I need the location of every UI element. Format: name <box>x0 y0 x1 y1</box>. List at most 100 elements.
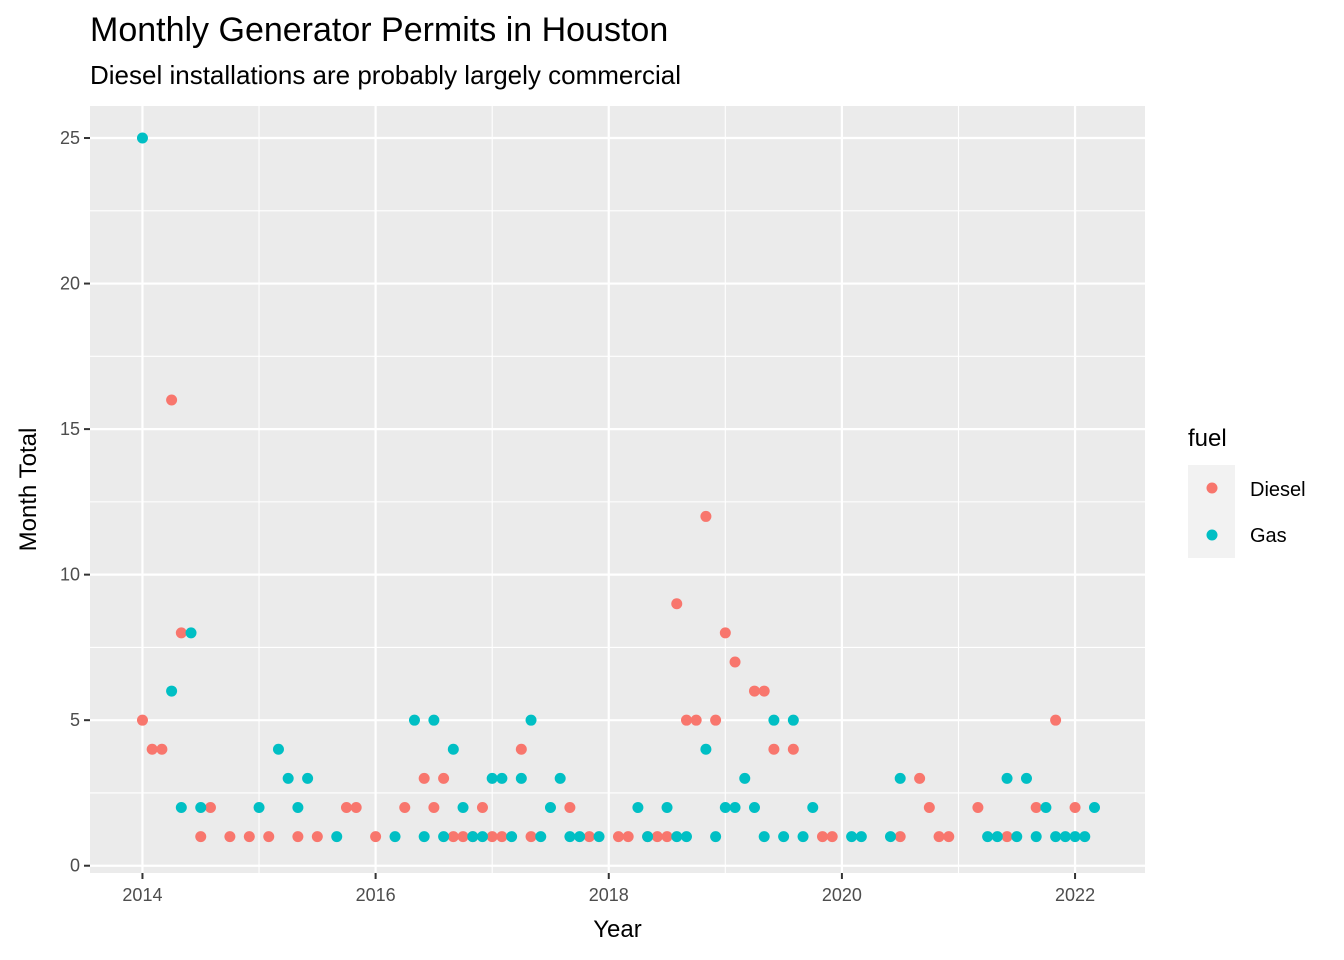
x-tick-label: 2014 <box>122 885 162 905</box>
data-point-diesel <box>564 802 576 814</box>
data-point-gas <box>719 802 731 814</box>
data-point-gas <box>894 772 906 784</box>
legend: fuel Diesel Gas <box>1188 425 1306 558</box>
data-point-gas <box>331 831 343 843</box>
data-point-diesel <box>690 714 702 726</box>
data-point-gas <box>846 831 858 843</box>
legend-label-diesel: Diesel <box>1250 479 1306 501</box>
data-point-gas <box>1088 802 1100 814</box>
data-point-gas <box>272 743 284 755</box>
data-point-diesel <box>787 743 799 755</box>
data-point-gas <box>476 831 488 843</box>
data-point-gas <box>496 772 508 784</box>
data-point-diesel <box>661 831 673 843</box>
data-point-diesel <box>146 743 158 755</box>
data-point-gas <box>136 132 148 144</box>
data-point-gas <box>982 831 994 843</box>
data-point-gas <box>642 831 654 843</box>
data-point-gas <box>1040 802 1052 814</box>
data-point-diesel <box>224 831 236 843</box>
data-point-diesel <box>914 772 926 784</box>
data-point-gas <box>768 714 780 726</box>
data-point-diesel <box>768 743 780 755</box>
data-point-gas <box>1079 831 1091 843</box>
data-point-gas <box>166 685 178 697</box>
x-tick-label: 2016 <box>356 885 396 905</box>
chart-subtitle: Diesel installations are probably largel… <box>90 60 681 90</box>
data-point-gas <box>991 831 1003 843</box>
data-points <box>136 132 1100 843</box>
legend-key-gas <box>1206 529 1218 541</box>
data-point-gas <box>1069 831 1081 843</box>
y-tick-label: 10 <box>60 565 80 585</box>
data-point-diesel <box>622 831 634 843</box>
data-point-gas <box>1030 831 1042 843</box>
data-point-gas <box>1059 831 1071 843</box>
data-point-diesel <box>933 831 945 843</box>
data-point-diesel <box>195 831 207 843</box>
data-point-diesel <box>204 802 216 814</box>
data-point-diesel <box>370 831 382 843</box>
data-point-gas <box>544 802 556 814</box>
data-point-gas <box>700 743 712 755</box>
data-point-diesel <box>826 831 838 843</box>
y-tick-label: 25 <box>60 128 80 148</box>
data-point-gas <box>525 714 537 726</box>
data-point-diesel <box>457 831 469 843</box>
data-point-diesel <box>496 831 508 843</box>
data-point-gas <box>438 831 450 843</box>
data-point-gas <box>195 802 207 814</box>
data-point-diesel <box>175 627 187 639</box>
x-tick-labels: 2014 2016 2018 2020 2022 <box>122 885 1095 905</box>
data-point-diesel <box>486 831 498 843</box>
data-point-diesel <box>923 802 935 814</box>
data-point-gas <box>457 802 469 814</box>
data-point-diesel <box>263 831 275 843</box>
data-point-gas <box>292 802 304 814</box>
data-point-diesel <box>583 831 595 843</box>
data-point-diesel <box>399 802 411 814</box>
data-point-gas <box>1001 772 1013 784</box>
data-point-gas <box>797 831 809 843</box>
data-point-diesel <box>1030 802 1042 814</box>
data-point-diesel <box>710 714 722 726</box>
x-axis-title: Year <box>593 916 642 943</box>
data-point-gas <box>302 772 314 784</box>
data-point-diesel <box>651 831 663 843</box>
chart-title: Monthly Generator Permits in Houston <box>90 11 668 49</box>
data-point-diesel <box>525 831 537 843</box>
grid-major <box>90 106 1145 873</box>
data-point-gas <box>408 714 420 726</box>
y-tick-label: 0 <box>70 856 80 876</box>
data-point-diesel <box>1001 831 1013 843</box>
data-point-gas <box>389 831 401 843</box>
data-point-gas <box>739 772 751 784</box>
data-point-gas <box>282 772 294 784</box>
data-point-gas <box>680 831 692 843</box>
data-point-gas <box>884 831 896 843</box>
data-point-diesel <box>438 772 450 784</box>
data-point-gas <box>428 714 440 726</box>
data-point-diesel <box>350 802 362 814</box>
data-point-gas <box>418 831 430 843</box>
data-point-diesel <box>166 394 178 406</box>
data-point-gas <box>778 831 790 843</box>
data-point-gas <box>1011 831 1023 843</box>
data-point-diesel <box>612 831 624 843</box>
data-point-diesel <box>292 831 304 843</box>
data-point-gas <box>467 831 479 843</box>
data-point-diesel <box>894 831 906 843</box>
data-point-gas <box>807 802 819 814</box>
data-point-gas <box>661 802 673 814</box>
data-point-gas <box>554 772 566 784</box>
data-point-diesel <box>447 831 459 843</box>
legend-key-diesel <box>1206 482 1218 494</box>
plot-panel <box>90 106 1145 873</box>
legend-label-gas: Gas <box>1250 525 1287 547</box>
data-point-diesel <box>1069 802 1081 814</box>
data-point-diesel <box>515 743 527 755</box>
data-point-diesel <box>729 656 741 668</box>
legend-title: fuel <box>1188 425 1227 452</box>
data-point-gas <box>253 802 265 814</box>
